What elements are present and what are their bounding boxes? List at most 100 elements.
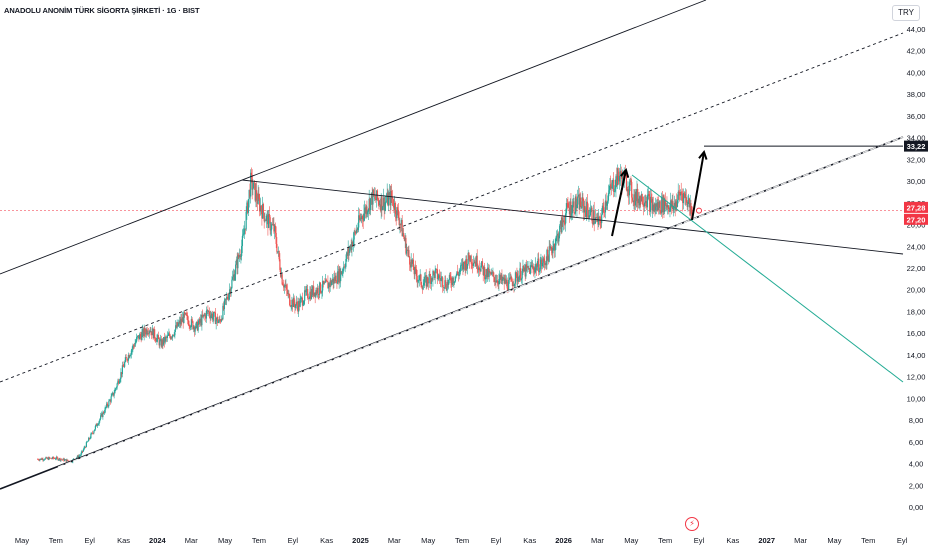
candle-body xyxy=(211,313,213,316)
candle-body xyxy=(643,204,645,207)
candle-body xyxy=(661,197,663,213)
candle-body xyxy=(244,228,247,230)
candle-body xyxy=(687,201,689,207)
currency-button[interactable]: TRY xyxy=(892,5,920,21)
candle-body xyxy=(493,272,495,278)
candle-body xyxy=(659,201,661,212)
candle-body xyxy=(146,329,148,334)
candle-body xyxy=(269,217,271,231)
y-tick-label: 10,00 xyxy=(907,394,926,403)
candle-body xyxy=(125,357,127,358)
candle-body xyxy=(464,264,466,271)
descending-trendline[interactable] xyxy=(241,179,904,255)
candle-body xyxy=(610,184,612,187)
candle-body xyxy=(617,168,619,176)
candle-body xyxy=(358,215,361,221)
candle-body xyxy=(143,328,145,336)
candle-body xyxy=(329,280,331,288)
candle-body xyxy=(103,412,105,414)
candle-body xyxy=(465,259,467,271)
candle-body xyxy=(559,225,561,236)
candle-body xyxy=(516,273,518,282)
candle-body xyxy=(167,335,169,336)
candle-body xyxy=(222,305,224,320)
upward-arrow-right[interactable] xyxy=(691,151,705,221)
teal-projection-line[interactable] xyxy=(631,174,904,383)
candle-body xyxy=(226,296,229,299)
candle-body xyxy=(298,301,300,312)
upward-arrow-left[interactable] xyxy=(611,169,627,237)
candle-body xyxy=(475,255,478,267)
channel-upper-line[interactable] xyxy=(0,0,707,275)
candle-body xyxy=(158,339,160,346)
candle-body xyxy=(259,199,261,212)
candle-body xyxy=(339,268,341,282)
candle-body xyxy=(234,274,236,281)
candle-body xyxy=(361,216,364,219)
candle-body xyxy=(220,318,223,322)
chart-title: ANADOLU ANONİM TÜRK SİGORTA ŞİRKETİ · 1G… xyxy=(4,6,200,15)
candle-body xyxy=(218,319,220,322)
candle-body xyxy=(349,244,352,249)
candle-body xyxy=(612,179,614,183)
candle-body xyxy=(355,231,357,234)
candle-body xyxy=(615,176,617,189)
candle-body xyxy=(157,335,160,340)
candle-body xyxy=(508,279,510,291)
candle-body xyxy=(645,200,647,204)
candle-body xyxy=(205,314,207,319)
candle-body xyxy=(154,329,156,339)
candle-body xyxy=(82,449,84,452)
candle-body xyxy=(405,237,407,254)
channel-middle-line[interactable] xyxy=(0,32,904,383)
candle-body xyxy=(277,251,279,253)
candle-body xyxy=(325,279,327,283)
candle-body xyxy=(39,459,41,461)
candle-body xyxy=(556,233,559,236)
candle-body xyxy=(147,333,149,334)
candle-body xyxy=(393,206,395,210)
candle-body xyxy=(161,339,163,347)
candle-body xyxy=(427,276,429,283)
y-tick-label: 24,00 xyxy=(907,242,926,251)
candle-body xyxy=(436,269,438,270)
candle-body xyxy=(427,282,430,284)
candle-body xyxy=(128,354,130,358)
upward-arrow-left-head xyxy=(620,167,630,178)
candle-body xyxy=(261,210,263,219)
channel-lower-overlay[interactable] xyxy=(57,136,904,468)
candle-body xyxy=(231,279,233,288)
candle-body xyxy=(170,337,172,339)
candle-body xyxy=(479,270,481,272)
candle-body xyxy=(203,314,205,316)
candle-body xyxy=(313,286,315,296)
candle-body xyxy=(134,343,136,347)
candle-body xyxy=(347,247,349,256)
candle-body xyxy=(577,194,580,197)
candle-body xyxy=(232,274,235,278)
candle-body xyxy=(108,400,110,406)
candle-body xyxy=(508,277,511,280)
candle-body xyxy=(532,266,534,268)
candle-body xyxy=(620,170,622,178)
candle-body xyxy=(73,458,75,460)
candle-body xyxy=(160,339,162,341)
candle-body xyxy=(133,345,135,346)
candle-body xyxy=(398,218,400,225)
candle-body xyxy=(286,285,288,290)
candle-body xyxy=(248,189,250,200)
candle-body xyxy=(65,459,67,462)
candle-body xyxy=(459,270,461,272)
candle-body xyxy=(150,331,152,332)
candle-body xyxy=(178,320,181,324)
candle-body xyxy=(120,372,122,379)
candle-body xyxy=(606,201,608,206)
candle-body xyxy=(100,413,103,416)
candle-body xyxy=(93,431,95,434)
x-tick-label: May xyxy=(827,536,841,545)
candle-body xyxy=(529,268,531,274)
candle-body xyxy=(544,261,546,265)
flash-icon[interactable]: ⚡ xyxy=(685,517,699,531)
